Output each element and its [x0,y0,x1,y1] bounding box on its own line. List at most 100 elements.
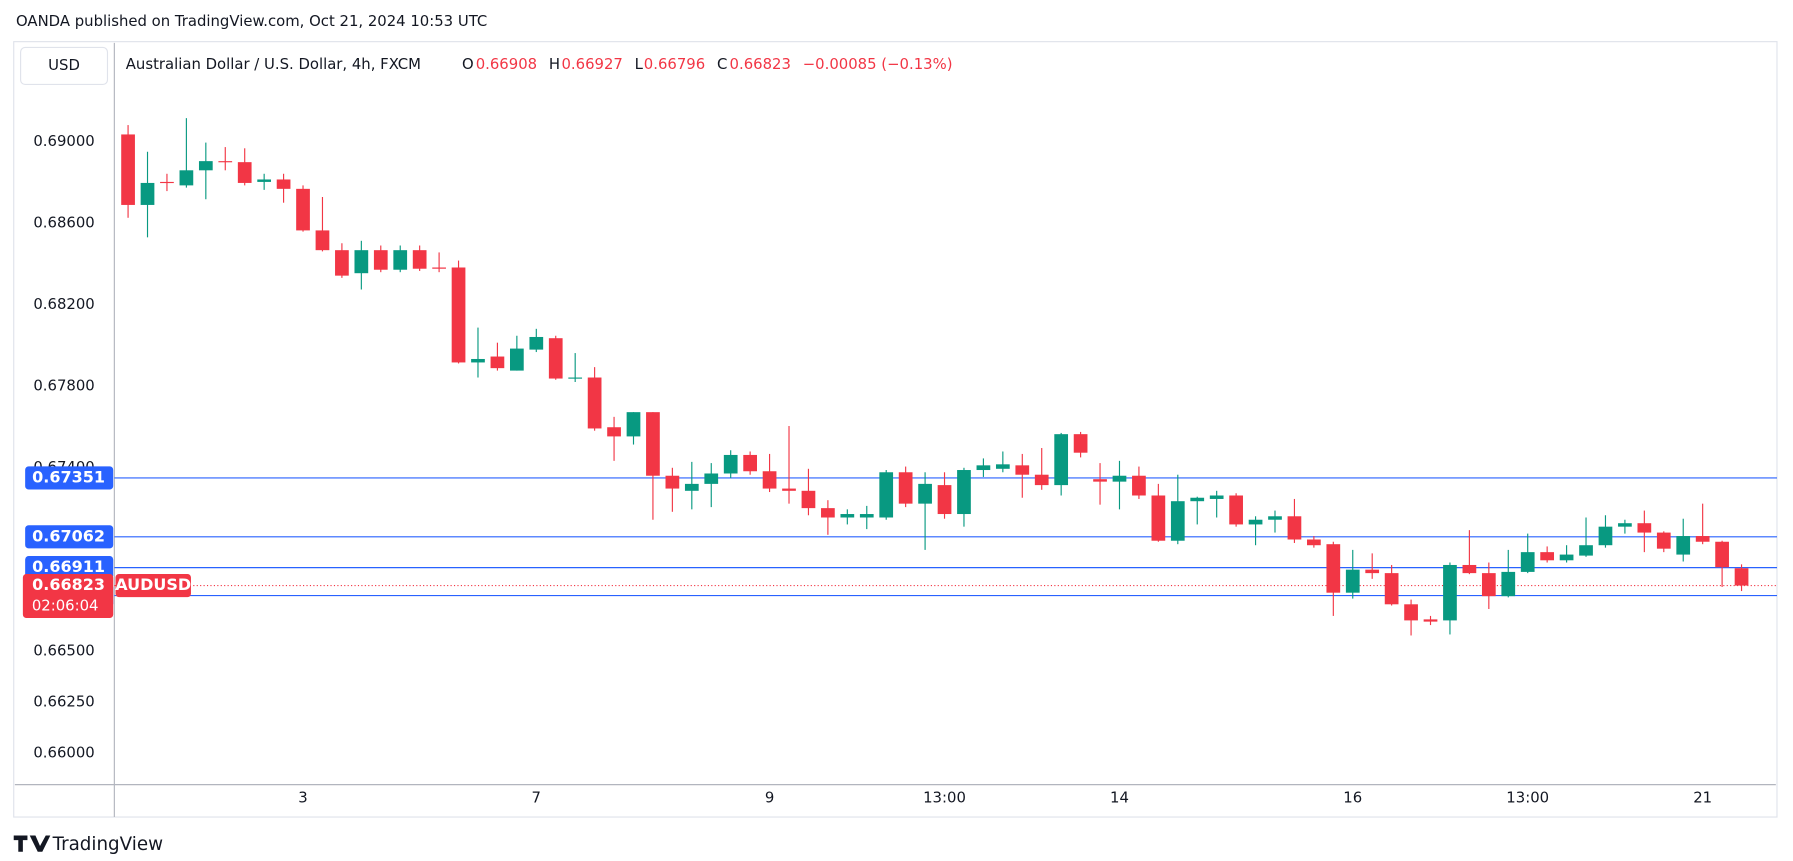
brand: TradingView [52,834,163,855]
chart-frame [13,41,1778,818]
candle-body [937,485,952,515]
candle-body [626,412,641,437]
candle-body [1151,495,1166,541]
countdown: 02:06:04 [32,596,99,614]
candle-body [1248,519,1263,525]
x-tick-label: 3 [298,788,307,806]
candle-body [451,267,466,363]
candle-body [1170,501,1185,541]
candle-body [1676,536,1691,555]
candle-body [1734,568,1749,586]
x-tick-label: 9 [765,788,774,806]
legend-value: 0.66823 [730,55,791,73]
symbol-label: AUDUSD [115,575,191,594]
candle-body [646,412,660,476]
candle-body [1209,495,1224,499]
candle-body [1423,619,1438,622]
candle-body [548,338,563,379]
candle-body [1345,569,1360,593]
candle-body [335,250,349,276]
candle-body [1520,552,1535,572]
x-tick-label: 16 [1343,788,1362,806]
candle-body [568,377,583,379]
candle-body [1034,474,1049,486]
candle-body [782,488,796,491]
candle-body [354,250,369,274]
y-tick-label: 0.68200 [33,295,94,313]
candle-body [315,230,330,251]
candle-body [1287,516,1302,540]
candle-body [179,170,194,186]
candle-body [762,471,777,489]
candle-body [198,161,213,171]
candle-body [121,134,135,205]
legend-key: L [635,55,644,73]
last-price-box [22,573,114,618]
candle-body [1656,532,1671,549]
candle-body [509,348,524,371]
price-line-label: 0.67062 [32,526,105,545]
candle-body [1637,523,1652,533]
x-tick-label: 14 [1110,788,1129,806]
candle-body [995,464,1010,469]
x-tick-label: 13:00 [1506,788,1549,806]
candle-body [1326,544,1341,593]
legend-change: −0.00085 (−0.13%) [803,55,953,73]
candle-body [1112,475,1127,482]
price-line-label: 0.66911 [32,557,105,576]
candle-body [1404,604,1418,621]
candle-body [1443,564,1457,621]
y-tick-label: 0.68600 [33,213,94,231]
candle-body [529,336,544,350]
candle-body [1054,434,1069,486]
legend-value: 0.66908 [476,55,537,73]
candle-body [1501,571,1516,597]
candle-body [471,358,485,363]
brand-logo [13,835,51,852]
last-price-label: 0.66823 [32,575,105,594]
candle-body [1073,434,1088,453]
candle-body [1559,554,1574,561]
candle-body [1015,465,1030,475]
y-tick-label: 0.67800 [33,376,94,394]
candle-body [1715,541,1729,568]
candle-body [1462,564,1477,574]
candle-body [743,454,757,472]
candle-body [704,473,719,484]
candle-body [218,161,233,163]
candle-body [1365,569,1380,574]
currency-button[interactable] [20,46,109,86]
price-line-label-box [25,466,114,490]
publisher: OANDA published on TradingView.com, Oct … [16,12,487,30]
candle-body [373,250,388,270]
candle-body [665,475,680,489]
candle-body [918,483,932,504]
candle-body [1579,545,1593,556]
price-line-label: 0.67351 [32,467,105,486]
candle-body [1132,475,1146,496]
symbol-box [115,573,191,598]
currency: USD [48,56,80,74]
candle-body [432,267,446,269]
legend-key: H [549,55,560,73]
candle-body [1598,526,1613,546]
y-tick-label: 0.66250 [33,692,94,710]
legend-key: O [462,55,474,73]
candle-body [257,179,272,182]
candle-body [1384,573,1399,605]
candle-body [607,427,621,437]
candle-body [412,250,427,269]
candle-body [276,179,291,189]
candle-body [490,356,505,369]
candle-body [1307,539,1321,546]
candle-body [976,465,991,471]
candle-body [1618,523,1632,527]
candle-body [859,514,874,518]
candle-body [1481,573,1496,597]
candle-body [957,470,971,515]
candle-body [393,250,408,270]
x-tick-label: 13:00 [923,788,966,806]
candle-body [723,454,738,474]
